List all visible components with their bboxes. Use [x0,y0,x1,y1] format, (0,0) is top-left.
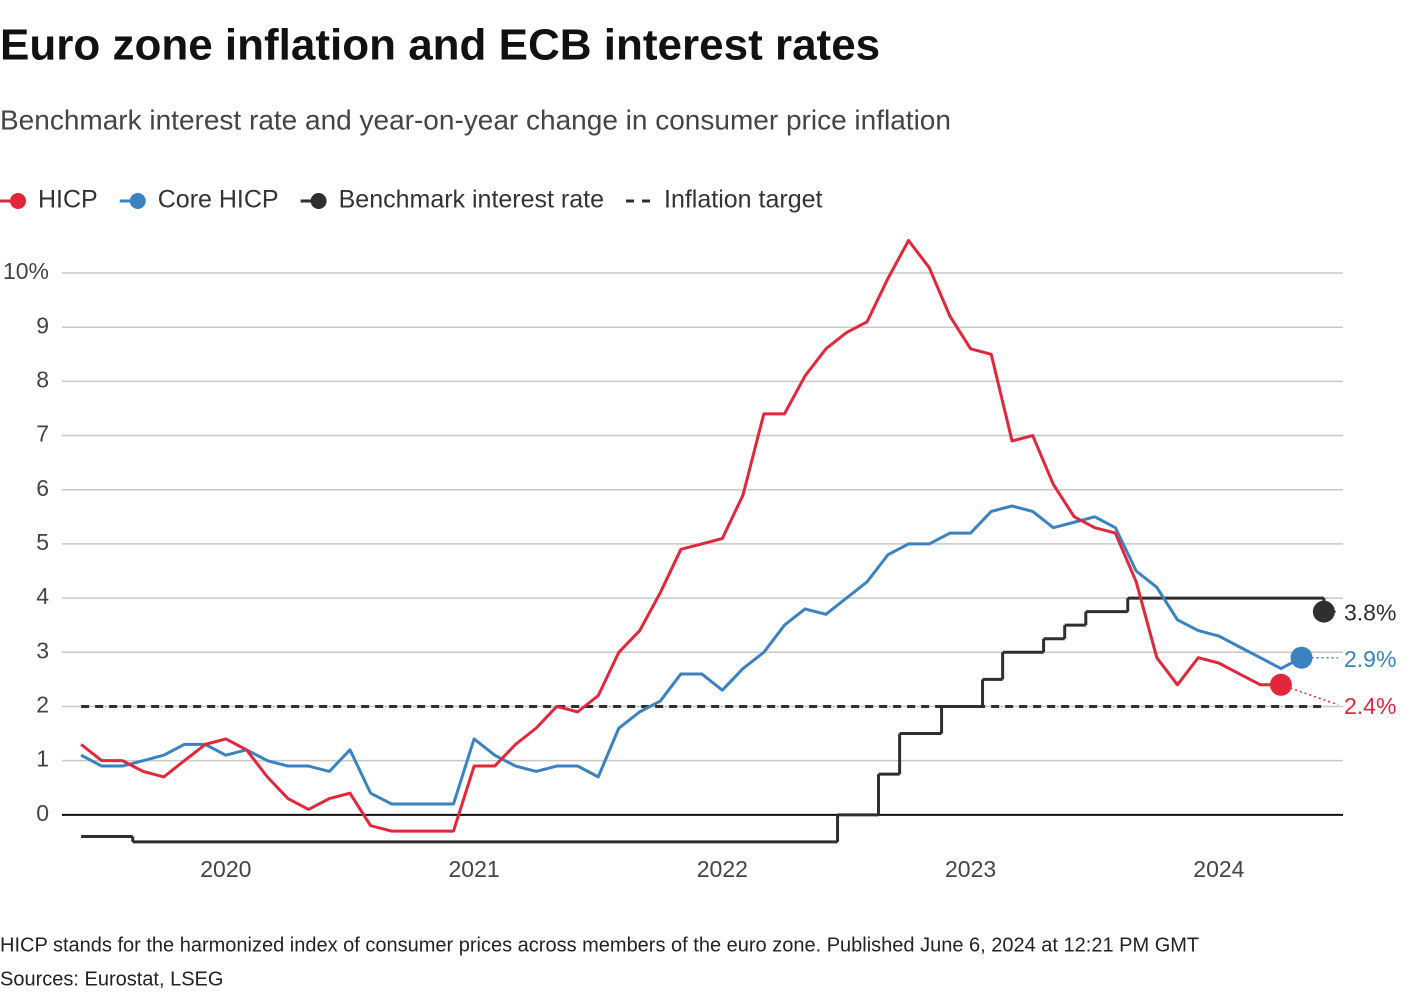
x-tick-label: 2021 [449,856,500,882]
legend-label: HICP [38,186,98,214]
chart-source: Sources: Eurostat, LSEG [0,968,223,990]
series-line [80,239,1281,833]
series-line [80,504,1303,806]
end-label: 2.4% [1344,693,1396,719]
x-tick-label: 2020 [200,856,251,882]
end-dot [1312,600,1335,623]
legend-label: Benchmark interest rate [339,186,604,214]
legend-swatch-dot [129,193,146,209]
y-tick-label: 4 [36,583,49,609]
end-dot [1269,673,1292,696]
end-label: 3.8% [1344,600,1396,626]
legend-label: Inflation target [664,186,822,214]
chart-title: Euro zone inflation and ECB interest rat… [0,21,880,70]
legend-label: Core HICP [158,186,279,214]
end-label: 2.9% [1344,646,1396,672]
x-tick-label: 2024 [1193,856,1244,882]
y-tick-label: 1 [36,746,49,772]
y-tick-label: 10% [3,258,49,284]
chart-subtitle: Benchmark interest rate and year-on-year… [0,104,951,135]
y-tick-label: 6 [36,475,49,501]
x-tick-label: 2023 [945,856,996,882]
y-tick-label: 9 [36,312,49,338]
legend-swatch-dot [310,193,327,209]
x-tick-label: 2022 [697,856,748,882]
y-tick-label: 5 [36,529,49,555]
y-tick-label: 8 [36,366,49,392]
y-tick-label: 3 [36,637,49,663]
legend-swatch-dot [10,193,26,209]
end-dot [1290,646,1313,669]
y-tick-label: 0 [36,800,49,826]
y-tick-label: 2 [36,692,49,718]
chart-note: HICP stands for the harmonized index of … [0,934,1199,956]
y-tick-label: 7 [36,421,49,447]
